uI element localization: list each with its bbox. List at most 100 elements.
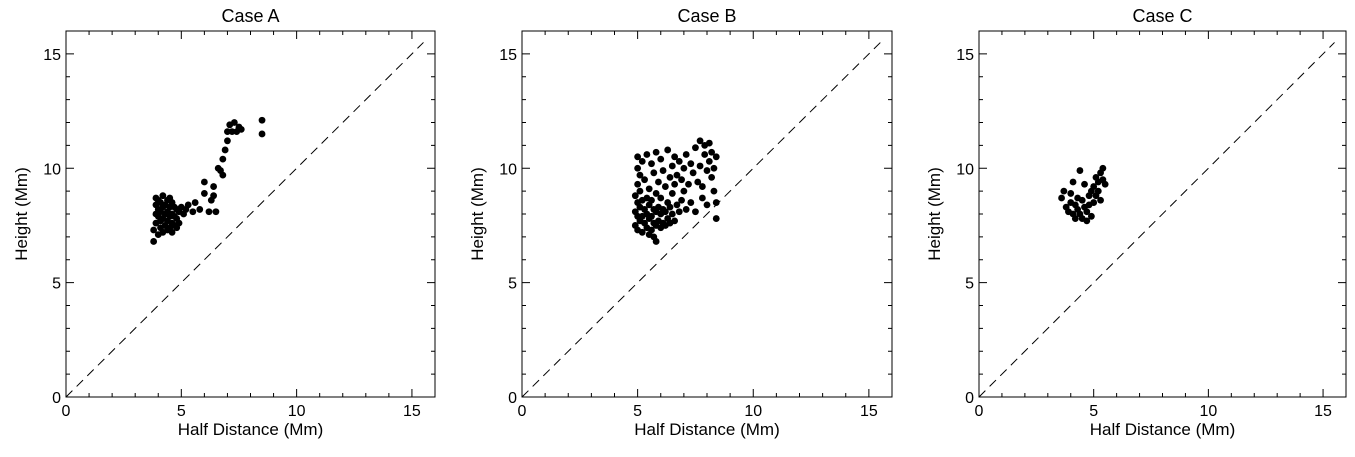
x-tick-label: 0 <box>518 403 527 420</box>
data-point <box>648 226 655 234</box>
data-point <box>659 167 667 174</box>
data-point <box>671 217 679 225</box>
chart-title: Case B <box>677 6 736 26</box>
y-tick-label: 5 <box>508 276 517 293</box>
x-tick-label: 10 <box>744 403 762 420</box>
data-point <box>671 153 679 161</box>
data-point <box>189 208 197 216</box>
data-point <box>675 208 683 216</box>
x-tick-label: 5 <box>1089 403 1098 420</box>
data-point <box>712 215 720 222</box>
x-tick-label: 5 <box>177 403 186 420</box>
data-point <box>638 228 646 236</box>
data-point <box>694 178 702 186</box>
data-point <box>258 130 266 138</box>
data-point <box>687 199 695 206</box>
y-tick-label: 15 <box>43 47 61 64</box>
data-point <box>636 171 644 179</box>
data-point <box>200 178 208 186</box>
data-point <box>666 203 674 211</box>
y-axis-label: Height (Mm) <box>925 167 944 261</box>
chart-title: Case A <box>221 6 279 26</box>
data-point <box>661 208 669 216</box>
data-point <box>643 151 651 158</box>
x-tick-label: 0 <box>62 403 71 420</box>
data-point <box>682 206 690 213</box>
data-point <box>652 238 660 245</box>
data-point <box>705 157 713 165</box>
data-point <box>692 208 699 216</box>
data-point <box>648 196 655 204</box>
y-tick-label: 0 <box>52 390 61 407</box>
data-point <box>655 178 662 186</box>
data-point <box>652 148 660 156</box>
data-point <box>668 190 676 197</box>
data-point <box>675 157 683 165</box>
x-axis-label: Half Distance (Mm) <box>178 420 323 439</box>
data-point <box>648 160 655 168</box>
data-point <box>631 192 639 200</box>
data-point <box>645 185 653 193</box>
data-point <box>219 171 227 179</box>
data-point <box>705 139 713 147</box>
data-point <box>657 155 665 163</box>
data-point <box>636 187 644 195</box>
data-point <box>196 206 204 213</box>
data-point <box>191 199 199 206</box>
data-point <box>1076 167 1084 174</box>
data-point <box>692 144 699 152</box>
data-point <box>210 183 218 190</box>
data-point <box>159 192 167 200</box>
data-point <box>258 116 266 124</box>
panel-a: 0 5 10 15 0 5 10 15 Case A Half Distance (Mm) Heig… <box>12 6 436 439</box>
data-point <box>671 180 679 188</box>
x-axis-label: Half Distance (Mm) <box>1090 420 1235 439</box>
x-tick-label: 0 <box>975 403 984 420</box>
data-point <box>1094 187 1102 195</box>
data-point <box>175 219 183 227</box>
data-point <box>212 208 220 216</box>
data-point <box>1083 217 1091 225</box>
data-point <box>685 180 692 188</box>
identity-dashed-line <box>978 42 1335 398</box>
data-point <box>205 208 213 216</box>
data-point <box>200 190 208 197</box>
x-tick-label: 5 <box>633 403 642 420</box>
data-point <box>673 201 681 209</box>
x-tick-label: 15 <box>403 403 421 420</box>
data-point <box>668 210 676 218</box>
x-axis-label: Half Distance (Mm) <box>634 420 779 439</box>
data-point <box>1067 190 1075 197</box>
data-point <box>664 146 672 154</box>
data-point <box>708 174 716 181</box>
x-tick-label: 10 <box>1199 403 1217 420</box>
data-point <box>678 176 685 184</box>
data-point <box>634 164 642 172</box>
y-tick-label: 15 <box>956 47 974 64</box>
chart-title: Case C <box>1132 6 1192 26</box>
panel-c: 0 5 10 15 0 5 10 15 Case C Half Distance (Mm) Heig… <box>925 6 1347 439</box>
data-point <box>219 155 227 163</box>
data-point <box>1099 164 1107 172</box>
y-tick-label: 5 <box>52 276 61 293</box>
data-point <box>701 151 709 158</box>
data-point <box>680 187 688 195</box>
data-point <box>634 180 642 188</box>
data-point <box>1097 196 1104 204</box>
data-point <box>703 201 711 209</box>
identity-dashed-line <box>65 42 424 398</box>
data-point <box>1071 215 1079 222</box>
data-point <box>678 196 685 204</box>
data-point <box>698 183 706 190</box>
identity-dashed-line <box>521 42 881 398</box>
data-point <box>210 192 218 200</box>
data-point <box>221 146 229 154</box>
data-point <box>680 164 688 172</box>
y-tick-label: 10 <box>43 161 61 178</box>
data-point <box>710 187 718 195</box>
data-point <box>150 226 158 234</box>
data-point <box>1101 180 1109 188</box>
data-point <box>150 238 158 245</box>
panel-b: 0 5 10 15 0 5 10 15 Case B Half Distance (Mm) Heig… <box>468 6 893 439</box>
